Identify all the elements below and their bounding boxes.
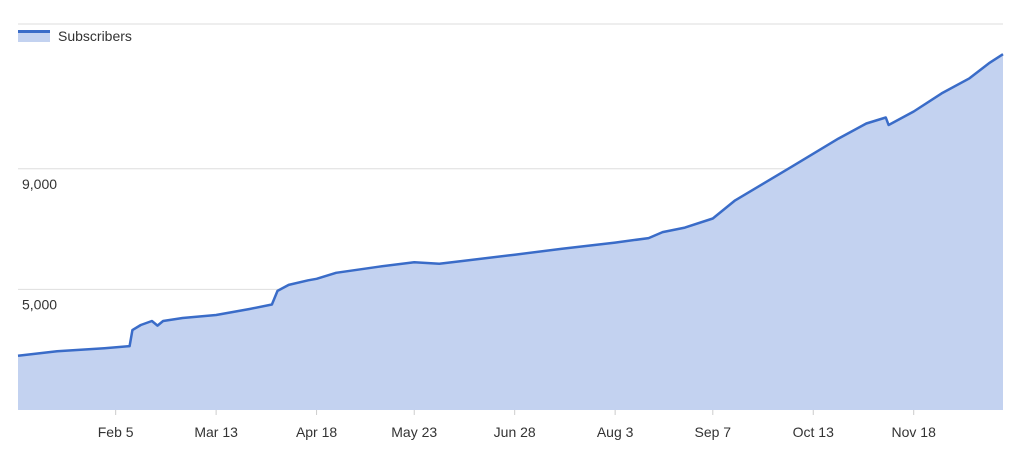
x-tick-label: May 23 [391, 424, 437, 440]
x-axis-ticks: Feb 5 Mar 13 Apr 18 May 23 Jun 28 Aug 3 Sep 7 O… [98, 410, 936, 440]
x-tick-label: Jun 28 [494, 424, 536, 440]
legend: Subscribers [18, 28, 132, 44]
y-tick-label: 5,000 [22, 296, 57, 312]
x-tick-label: Aug 3 [597, 424, 634, 440]
y-axis-ticks: 5,000 9,000 [22, 176, 57, 313]
series-area-subscribers [18, 54, 1003, 410]
x-tick-label: Sep 7 [695, 424, 732, 440]
x-tick-label: Feb 5 [98, 424, 134, 440]
y-tick-label: 9,000 [22, 176, 57, 192]
series-line-subscribers [17, 53, 1004, 357]
x-tick-label: Nov 18 [892, 424, 937, 440]
x-tick-label: Mar 13 [194, 424, 238, 440]
legend-swatch-subscribers [18, 30, 50, 42]
x-tick-label: Oct 13 [793, 424, 834, 440]
legend-label-subscribers: Subscribers [58, 28, 132, 44]
x-tick-label: Apr 18 [296, 424, 337, 440]
